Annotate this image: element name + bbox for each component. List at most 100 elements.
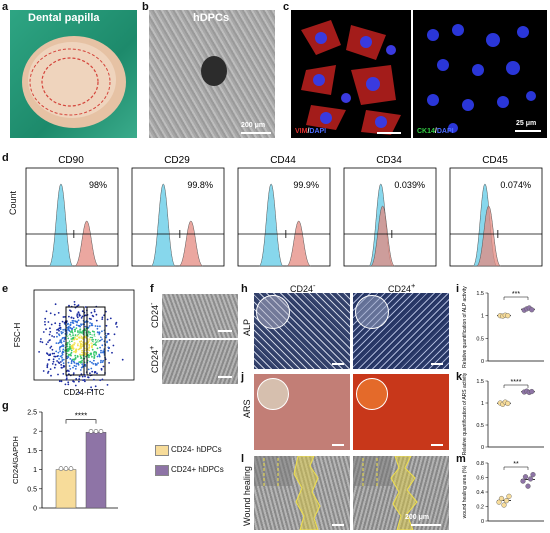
panel-label-c: c [283, 1, 290, 13]
alp-quant-plot: 0 0.5 1 1.5 Relative quantification of ALP a… [462, 286, 544, 368]
event-dot [78, 375, 81, 378]
control-peak [151, 183, 176, 267]
ck14-label: CK14 [417, 128, 435, 135]
event-dot [72, 317, 75, 320]
sig-bracket [65, 419, 97, 424]
f-row1-sup: - [147, 302, 156, 305]
hist-title: CD44 [270, 155, 296, 166]
event-dot [92, 363, 95, 365]
event-dot [95, 319, 98, 322]
event-dot [116, 326, 118, 328]
panel-label-k: k [456, 371, 463, 383]
event-dot [70, 340, 73, 342]
event-dot [77, 330, 79, 332]
event-dot [67, 356, 70, 358]
scale-bar-left [377, 132, 401, 134]
scale-bar [241, 132, 271, 134]
replicate-dot [98, 429, 104, 434]
event-dot [48, 333, 51, 336]
hdpcs-photo: hDPCs 200 μm [149, 10, 275, 138]
event-dot [87, 368, 90, 371]
event-dot [61, 337, 64, 340]
data-point [505, 400, 511, 407]
wound-cd24pos-image: 200 μm [353, 456, 449, 530]
event-dot [71, 329, 73, 332]
event-dot [91, 336, 94, 339]
event-dot [72, 334, 74, 337]
event-dot [50, 323, 53, 326]
event-dot [58, 324, 61, 327]
event-dot [55, 342, 58, 344]
event-dot [88, 356, 90, 359]
event-dot [58, 329, 60, 332]
ars-cd24neg-image [254, 374, 350, 450]
event-dot [78, 314, 81, 317]
event-dot [81, 363, 84, 365]
event-dot [87, 330, 90, 333]
f-row1-label: CD24 [150, 304, 160, 328]
event-dot [100, 336, 102, 338]
panel-label-j: j [241, 371, 245, 383]
event-dot [61, 356, 63, 359]
event-dot [93, 310, 96, 313]
event-dot [74, 320, 76, 322]
event-dot [66, 357, 69, 360]
event-dot [94, 385, 97, 388]
event-dot [56, 355, 59, 358]
event-dot [64, 316, 66, 318]
y-tick-label: 0.2 [476, 505, 484, 511]
y-tick-label: 0 [481, 519, 484, 525]
panel-label-i: i [456, 283, 460, 295]
replicate-dot [93, 429, 99, 434]
event-dot [62, 331, 64, 334]
event-dot [57, 351, 60, 354]
event-dot [77, 319, 80, 322]
event-dot [54, 322, 57, 325]
event-dot [92, 353, 95, 355]
event-dot [58, 327, 61, 330]
event-dot [55, 350, 58, 353]
event-dot [59, 361, 62, 363]
event-dot [58, 341, 61, 344]
event-dot [58, 380, 61, 383]
event-dot [62, 348, 65, 351]
event-dot [60, 332, 63, 335]
event-dot [107, 333, 110, 335]
ars-cd24pos-image [353, 374, 449, 450]
event-dot [80, 323, 82, 326]
event-dot [91, 389, 93, 392]
event-dot [57, 312, 60, 314]
event-dot [90, 311, 93, 314]
event-dot [80, 340, 83, 343]
flow-dot-plot: CD24- 22.6 CD24+ 23.4 CD24-FITC FSC-H [13, 289, 135, 397]
event-dot [62, 316, 65, 318]
legend-neg: CD24- hDPCs [171, 445, 222, 454]
sample-peak [286, 220, 311, 267]
panel-e-ylabel: FSC-H [13, 323, 22, 348]
event-dot [78, 378, 81, 380]
event-dot [94, 371, 97, 373]
event-dot [102, 359, 105, 362]
ck14-cells [427, 24, 536, 133]
event-dot [76, 355, 79, 357]
ck14-dapi-image: CK14/DAPI 25 μm [413, 10, 547, 138]
replicate-dot [63, 466, 69, 471]
y-tick-label: 1.5 [476, 291, 484, 297]
gate-neg-value: 22.6 [68, 340, 79, 346]
event-dot [68, 365, 71, 367]
event-dot [68, 370, 70, 372]
event-dot [78, 391, 81, 394]
y-tick-label: 1 [33, 467, 37, 474]
event-dot [67, 361, 70, 364]
event-dot [70, 362, 73, 365]
event-dot [87, 326, 90, 329]
event-dot [63, 322, 66, 324]
event-dot [81, 310, 84, 313]
event-dot [74, 384, 77, 387]
event-dot [42, 370, 45, 372]
event-dot [54, 363, 57, 366]
event-dot [72, 347, 75, 350]
event-dot [59, 355, 62, 358]
event-dot [88, 347, 91, 349]
event-dot [48, 339, 51, 342]
